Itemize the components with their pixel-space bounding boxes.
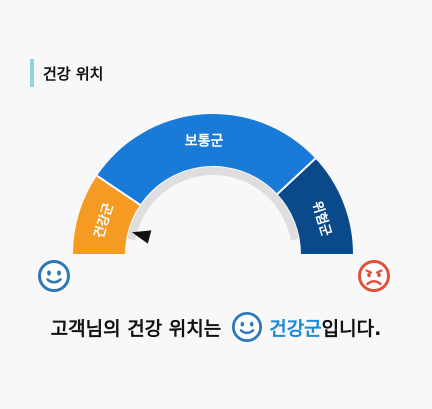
result-prefix: 고객님의 건강 위치는 (50, 317, 222, 340)
gauge-segment-risk (73, 175, 141, 254)
result-sentence: 고객님의 건강 위치는 건강군 입니다. (0, 311, 432, 343)
result-suffix: 입니다. (321, 317, 382, 340)
gauge-pointer (131, 230, 152, 244)
section-accent-bar (30, 59, 34, 87)
section-title: 건강 위치 (43, 64, 104, 83)
section-header: 건강 위치 (30, 59, 103, 87)
gauge-segment-healthy (277, 158, 353, 254)
health-gauge: 보통군 건강군 위험군 (73, 113, 353, 254)
gauge-inner-shadow (127, 167, 299, 241)
gauge-label-normal: 보통군 (185, 133, 224, 149)
gauge-segment-normal (96, 113, 316, 205)
smile-icon (231, 311, 263, 343)
gauge-separator (276, 157, 317, 195)
frown-icon (358, 260, 390, 292)
result-status: 건강군 (269, 317, 322, 340)
smile-icon (38, 260, 70, 292)
gauge-separator (96, 174, 141, 206)
